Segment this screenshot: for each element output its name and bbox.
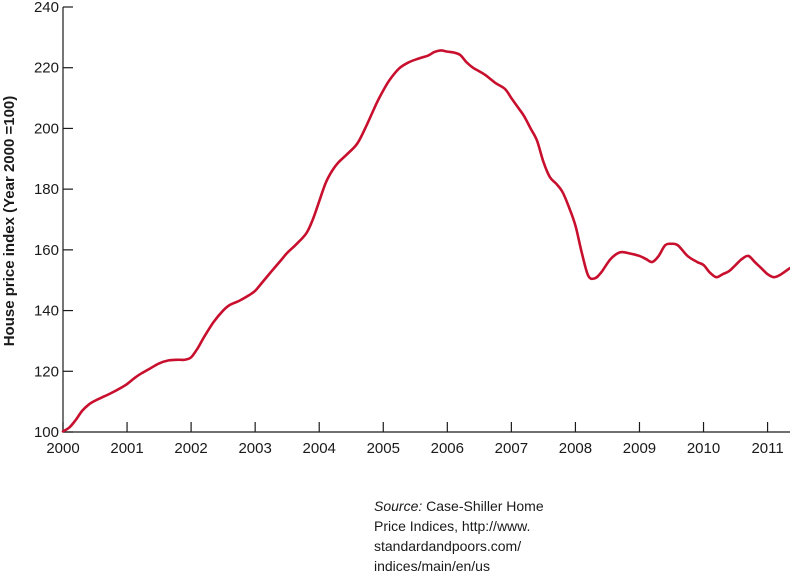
source-line-3: standardandpoors.com/ [374, 536, 594, 556]
x-tick-label: 2005 [367, 440, 400, 457]
x-tick-label: 2009 [623, 440, 656, 457]
x-tick-label: 2000 [46, 440, 79, 457]
source-line-4: indices/main/en/us [374, 556, 594, 576]
source-label: Source: [374, 498, 422, 514]
x-tick-label: 2001 [110, 440, 143, 457]
x-tick-label: 2007 [495, 440, 528, 457]
y-tick-label: 180 [34, 181, 59, 198]
x-tick-label: 2004 [303, 440, 336, 457]
y-tick-label: 120 [34, 363, 59, 380]
y-tick-label: 140 [34, 303, 59, 320]
x-tick-label: 2003 [238, 440, 271, 457]
source-note: Source: Case-Shiller Home Price Indices,… [374, 496, 594, 576]
x-tick-label: 2002 [174, 440, 207, 457]
x-axis: 2000 2001 2002 2003 2004 2005 2006 2007 2008 2009… [46, 422, 790, 457]
series-line-house-price-index [63, 50, 790, 431]
y-axis: 100 120 140 160 180 200 220 240 [34, 0, 73, 441]
y-tick-label: 160 [34, 242, 59, 259]
y-axis-label: House price index (Year 2000 =100) [1, 96, 18, 347]
y-tick-label: 200 [34, 120, 59, 137]
x-tick-label: 2006 [431, 440, 464, 457]
x-tick-label: 2008 [559, 440, 592, 457]
x-tick-label: 2010 [687, 440, 720, 457]
source-line-1: Case-Shiller Home [426, 498, 543, 514]
y-tick-label: 240 [34, 0, 59, 16]
y-tick-label: 220 [34, 60, 59, 77]
source-line-2: Price Indices, http://www. [374, 516, 594, 536]
y-tick-label: 100 [34, 424, 59, 441]
x-tick-label: 2011 [751, 440, 783, 457]
